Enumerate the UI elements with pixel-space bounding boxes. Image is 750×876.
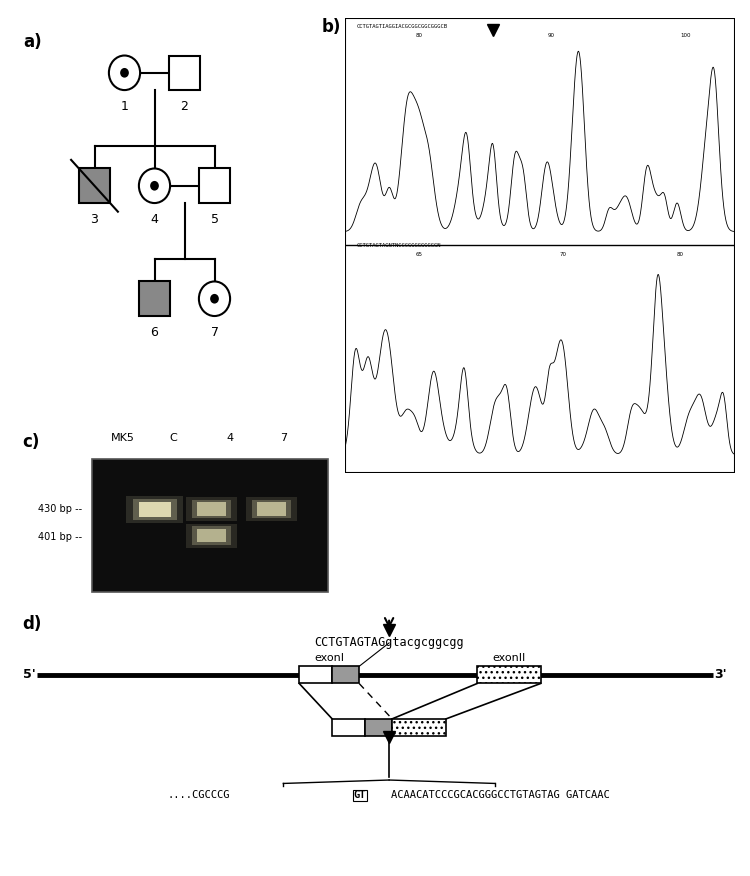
Text: GT: GT (354, 790, 366, 801)
Bar (246, 498, 297, 521)
Bar (197, 503, 226, 516)
Text: 3: 3 (91, 213, 98, 226)
Bar (127, 496, 183, 523)
Bar (186, 524, 237, 548)
Text: 1: 1 (121, 100, 128, 113)
Bar (392, 719, 446, 736)
Text: 80: 80 (676, 252, 683, 258)
Bar (92, 459, 328, 592)
Text: 3': 3' (714, 668, 727, 682)
Text: 80: 80 (416, 33, 422, 39)
Text: 7: 7 (211, 326, 218, 339)
Text: 6: 6 (151, 326, 158, 339)
Text: 2: 2 (181, 100, 188, 113)
Text: 65: 65 (416, 252, 422, 258)
Text: ACAACATCCCGCACGGGCCTGTAGTAG GATCAAC: ACAACATCCCGCACGGGCCTGTAGTAG GATCAAC (392, 790, 610, 801)
Text: 5: 5 (211, 213, 218, 226)
Text: 4: 4 (151, 213, 158, 226)
Text: CCTGTAGTAGgtacgcggcgg: CCTGTAGTAGgtacgcggcgg (314, 636, 464, 649)
Text: exonII: exonII (492, 653, 526, 663)
Text: 7: 7 (280, 433, 287, 442)
Text: b): b) (322, 18, 341, 36)
Bar (251, 500, 291, 519)
Bar (192, 526, 231, 545)
Bar (257, 503, 286, 516)
Bar (139, 502, 170, 517)
Text: 430 bp --: 430 bp -- (38, 504, 82, 514)
Circle shape (210, 294, 219, 304)
Circle shape (109, 55, 140, 90)
Bar (169, 55, 200, 90)
Bar (186, 498, 237, 521)
Text: 70: 70 (560, 252, 566, 258)
Circle shape (150, 181, 159, 191)
Bar (299, 667, 332, 683)
Bar (139, 281, 170, 316)
Text: 401 bp --: 401 bp -- (38, 533, 82, 542)
Text: c): c) (22, 433, 40, 450)
Bar (365, 719, 392, 736)
Text: ....CGCCCG: ....CGCCCG (167, 790, 230, 801)
Text: CCTGTAGTIAGGIACGCGGCGGCGGGCB: CCTGTAGTIAGGIACGCGGCGGCGGGCB (357, 24, 448, 29)
Text: d): d) (22, 616, 42, 633)
Bar (197, 529, 226, 542)
Circle shape (199, 281, 230, 316)
Circle shape (139, 168, 170, 203)
Bar (199, 168, 230, 203)
Circle shape (120, 68, 129, 78)
Text: MK5: MK5 (111, 433, 135, 442)
Bar (192, 500, 231, 519)
Bar (332, 719, 365, 736)
Bar (133, 498, 177, 519)
Text: CCTGTAGTAGNTNCCCGGGGGGGGGN: CCTGTAGTAGNTNCCCGGGGGGGGGN (357, 243, 441, 248)
Text: exonI: exonI (314, 653, 344, 663)
Bar (477, 667, 541, 683)
Text: 5': 5' (23, 668, 36, 682)
Text: 4: 4 (226, 433, 234, 442)
Text: a): a) (24, 33, 42, 51)
Text: C: C (170, 433, 178, 442)
Bar (332, 667, 359, 683)
Bar (79, 168, 110, 203)
Text: 90: 90 (548, 33, 555, 39)
Text: 100: 100 (680, 33, 691, 39)
